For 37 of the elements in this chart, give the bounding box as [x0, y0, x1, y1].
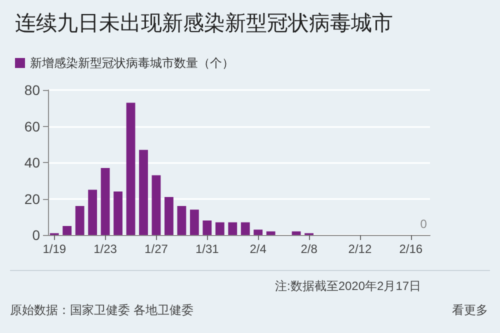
bar — [126, 102, 136, 235]
chart-title: 连续九日未出现新感染新型冠状病毒城市 — [15, 12, 393, 35]
bar — [100, 168, 110, 235]
bar — [62, 226, 72, 235]
x-tick-label: 1/27 — [144, 242, 168, 256]
bar — [88, 190, 98, 235]
y-tick-label: 40 — [24, 154, 40, 170]
x-tick-label: 2/4 — [250, 242, 267, 256]
bar — [152, 175, 161, 235]
bar — [177, 206, 186, 235]
x-tick-label: 2/8 — [300, 242, 318, 256]
bar — [202, 220, 212, 235]
bar — [164, 196, 174, 235]
bar — [228, 222, 238, 235]
x-tick-label: 1/31 — [195, 242, 220, 256]
x-tick-label: 1/19 — [42, 242, 66, 256]
text: 原始数据：国家卫健委 各地卫健委 — [10, 303, 194, 317]
x-tick-label: 2/16 — [399, 242, 423, 256]
text: 看更多 — [452, 303, 488, 317]
legend-label: 新增感染新型冠状病毒城市数量（个） — [30, 56, 234, 70]
x-tick-label: 2/12 — [348, 242, 372, 256]
bar — [75, 206, 84, 235]
data-label: 0 — [420, 217, 428, 231]
bar — [139, 150, 148, 235]
y-tick-label: 20 — [24, 190, 40, 207]
x-tick-label: 1/23 — [94, 242, 118, 256]
bar — [215, 222, 224, 235]
y-tick-label: 60 — [24, 118, 40, 134]
bar — [292, 231, 301, 235]
bar — [114, 192, 122, 235]
y-tick-label: 0 — [32, 227, 40, 243]
bar — [240, 222, 250, 235]
bar — [190, 210, 199, 235]
bar — [254, 230, 263, 235]
text: 注:数据截至2020年2月17日 — [275, 279, 422, 293]
y-tick-label: 80 — [24, 82, 40, 98]
bar — [266, 231, 276, 235]
